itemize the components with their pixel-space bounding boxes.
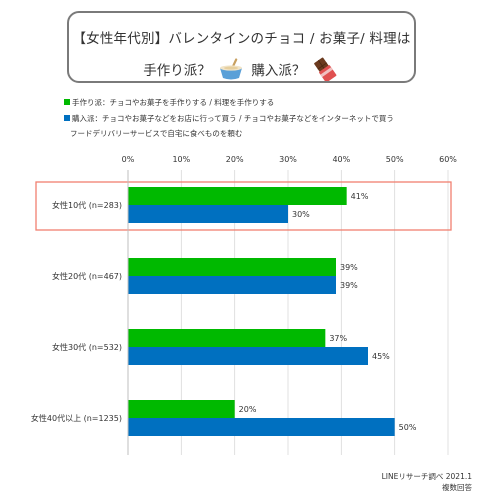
data-label: 37% [329,334,347,343]
category-label: 女性40代以上 (n=1235) [31,413,122,423]
legend-buy-swatch [64,115,70,121]
x-tick-label: 10% [172,155,190,164]
highlight-box [35,181,452,231]
category-label: 女性20代 (n=467) [52,271,122,281]
data-label: 41% [351,192,369,201]
category-label: 女性30代 (n=532) [52,342,122,352]
data-label: 39% [340,281,358,290]
source-line1: LINEリサーチ調べ 2021.1 [381,472,472,481]
x-tick-label: 60% [439,155,457,164]
x-tick-label: 30% [279,155,297,164]
chocolate-bar-icon [313,57,337,81]
title-box: 【女性年代別】バレンタインのチョコ / お菓子/ 料理は 手作り派？ 購入派？ [67,11,416,83]
source-line2: 複数回答 [442,483,472,492]
data-label: 39% [340,263,358,272]
bar [128,187,347,205]
bar [128,418,395,436]
bar [128,329,326,347]
bar [128,347,368,365]
legend-handmade-swatch [64,99,70,105]
x-tick-label: 40% [332,155,350,164]
chart-title-line2: 手作り派？ 購入派？ [69,57,414,81]
mixing-bowl-icon [220,58,243,80]
bar [128,205,288,223]
x-tick-label: 50% [386,155,404,164]
data-label: 45% [372,352,390,361]
title-buy-label: 購入派？ [251,63,306,79]
data-label: 30% [292,210,310,219]
x-tick-label: 0% [122,155,135,164]
data-label: 50% [399,423,417,432]
legend-handmade: 手作り派：チョコやお菓子を手作りする / 料理を手作りする [64,97,274,108]
bar [128,276,336,294]
bar [128,258,336,276]
x-tick-label: 20% [226,155,244,164]
legend-handmade-text: 手作り派：チョコやお菓子を手作りする / 料理を手作りする [72,98,275,107]
category-label: 女性10代 (n=283) [52,200,122,210]
bar [128,400,235,418]
legend-buy-line2: フードデリバリーサービスで自宅に食べものを頼む [70,129,243,138]
data-label: 20% [239,405,257,414]
legend-buy-text: 購入派：チョコやお菓子などをお店に行って買う / チョコやお菓子などをインターネ… [72,114,394,123]
title-handmade-label: 手作り派？ [143,63,211,79]
legend-buy: 購入派：チョコやお菓子などをお店に行って買う / チョコやお菓子などをインターネ… [64,113,394,124]
chart-title-line1: 【女性年代別】バレンタインのチョコ / お菓子/ 料理は [72,31,411,47]
